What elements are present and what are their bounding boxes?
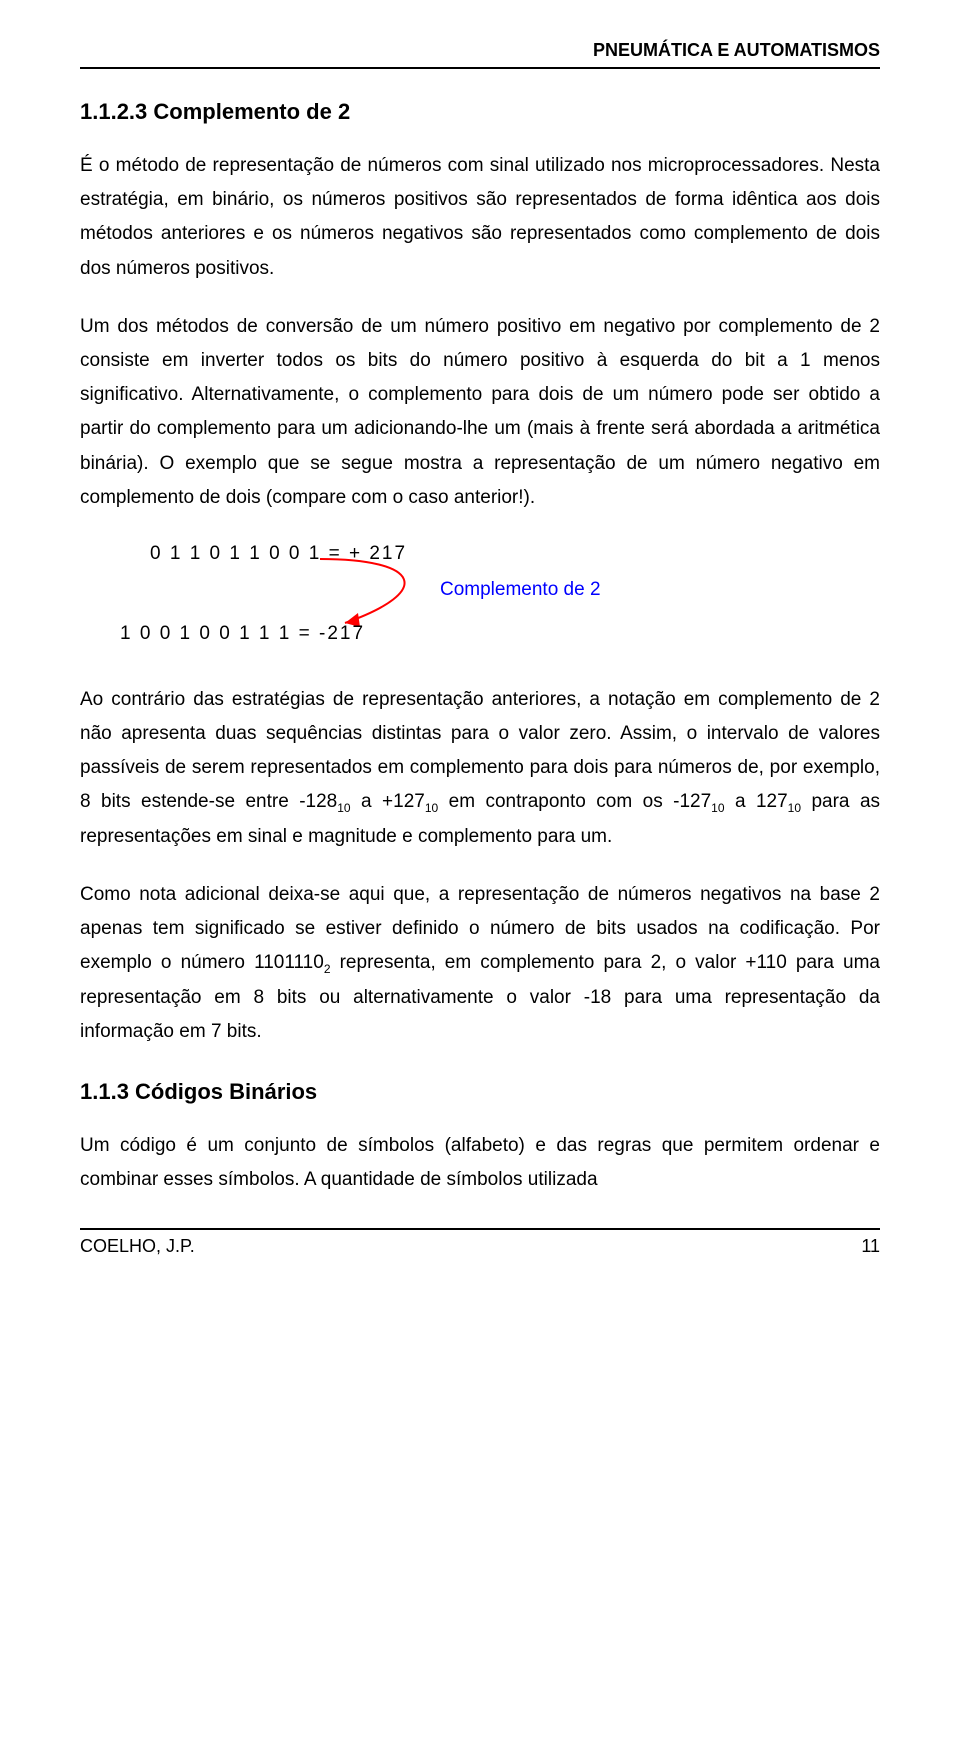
footer-page-number: 11 (861, 1236, 880, 1257)
p4-sub1: 2 (324, 962, 331, 976)
section-heading-2: 1.1.3 Códigos Binários (80, 1079, 880, 1105)
diagram-label: Complemento de 2 (440, 579, 601, 601)
section-heading-1: 1.1.2.3 Complemento de 2 (80, 99, 880, 125)
footer-author: COELHO, J.P. (80, 1236, 195, 1257)
p3-sub1: 10 (337, 801, 350, 815)
paragraph-1: É o método de representação de números c… (80, 149, 880, 286)
paragraph-2: Um dos métodos de conversão de um número… (80, 310, 880, 515)
diagram-arrow-icon (300, 551, 440, 631)
page-header: PNEUMÁTICA E AUTOMATISMOS (80, 40, 880, 69)
page-container: PNEUMÁTICA E AUTOMATISMOS 1.1.2.3 Comple… (0, 0, 960, 1297)
diagram-binary-line-2: 1 0 0 1 0 0 1 1 1 = -217 (120, 623, 365, 645)
complement-diagram: 0 1 1 0 1 1 0 0 1 = + 217 Complemento de… (80, 539, 880, 659)
paragraph-4: Como nota adicional deixa-se aqui que, a… (80, 878, 880, 1049)
paragraph-5: Um código é um conjunto de símbolos (alf… (80, 1129, 880, 1197)
p3-sub2: 10 (425, 801, 438, 815)
p3-mid2: em contraponto com os -127 (438, 791, 711, 812)
p3-sub4: 10 (788, 801, 801, 815)
paragraph-3: Ao contrário das estratégias de represen… (80, 683, 880, 854)
p3-mid3: a 127 (725, 791, 788, 812)
p3-mid1: a +127 (351, 791, 425, 812)
page-footer: COELHO, J.P. 11 (80, 1228, 880, 1257)
header-title: PNEUMÁTICA E AUTOMATISMOS (593, 40, 880, 60)
p3-sub3: 10 (711, 801, 724, 815)
